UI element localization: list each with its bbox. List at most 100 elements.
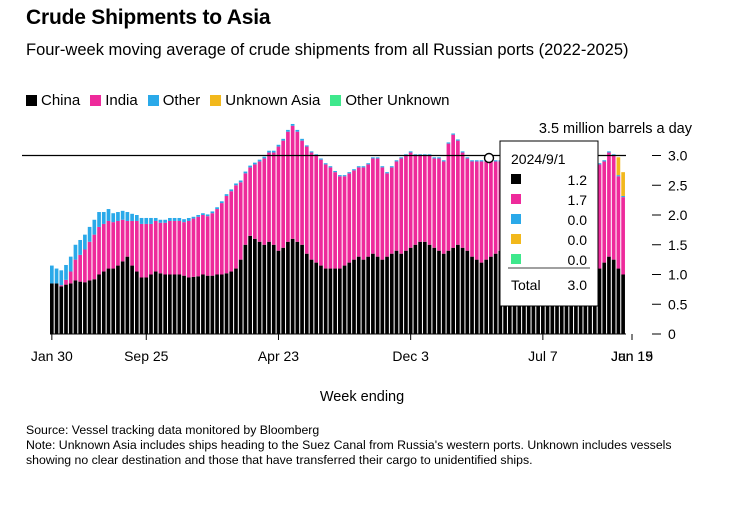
bar-segment-china[interactable]	[437, 250, 441, 334]
bar-segment-china[interactable]	[470, 256, 474, 334]
bar-segment-other[interactable]	[238, 180, 243, 183]
bar-segment-china[interactable]	[356, 256, 361, 334]
bar-segment-other[interactable]	[465, 157, 470, 159]
bar-segment-india[interactable]	[186, 220, 191, 278]
bar-segment-china[interactable]	[253, 238, 257, 334]
bar-segment-china[interactable]	[182, 275, 186, 334]
bar-segment-india[interactable]	[380, 167, 385, 260]
bar-segment-china[interactable]	[144, 277, 149, 334]
bar-segment-india[interactable]	[182, 222, 186, 276]
bar-segment-china[interactable]	[54, 283, 59, 334]
bar-segment-china[interactable]	[422, 241, 427, 334]
bar-segment-china[interactable]	[290, 238, 295, 334]
bar-segment-china[interactable]	[50, 283, 54, 334]
bar-segment-india[interactable]	[276, 146, 281, 251]
bar-segment-india[interactable]	[323, 164, 328, 269]
bar-segment-china[interactable]	[153, 271, 158, 335]
bar-segment-other[interactable]	[432, 157, 437, 159]
bar-segment-india[interactable]	[333, 172, 337, 269]
bar-segment-other[interactable]	[92, 219, 97, 235]
bar-segment-other[interactable]	[385, 172, 389, 174]
bar-segment-other[interactable]	[338, 175, 342, 177]
bar-segment-india[interactable]	[134, 220, 139, 272]
bar-segment-other[interactable]	[371, 157, 375, 159]
bar-segment-china[interactable]	[271, 244, 276, 334]
bar-segment-india[interactable]	[399, 158, 404, 254]
bar-segment-china[interactable]	[361, 259, 366, 335]
bar-segment-india[interactable]	[149, 223, 153, 275]
bar-segment-china[interactable]	[139, 277, 144, 334]
bar-segment-other[interactable]	[139, 217, 144, 224]
bar-segment-india[interactable]	[314, 155, 319, 263]
bar-segment-india[interactable]	[451, 134, 455, 248]
bar-segment-other[interactable]	[300, 138, 304, 141]
bar-segment-china[interactable]	[621, 274, 625, 335]
bar-segment-other[interactable]	[234, 183, 238, 186]
legend-item-other-unknown[interactable]: Other Unknown	[330, 92, 450, 109]
bar-segment-china[interactable]	[352, 259, 356, 335]
bar-segment-other[interactable]	[328, 166, 333, 168]
bar-segment-china[interactable]	[413, 244, 418, 334]
bar-segment-other[interactable]	[201, 213, 205, 215]
bar-segment-india[interactable]	[474, 161, 479, 260]
bar-segment-other[interactable]	[215, 207, 219, 210]
bar-segment-other[interactable]	[408, 151, 413, 153]
bar-segment-other[interactable]	[134, 215, 139, 221]
bar-segment-other[interactable]	[257, 159, 262, 162]
bar-segment-other[interactable]	[163, 219, 167, 223]
bar-segment-china[interactable]	[276, 250, 281, 334]
bar-segment-india[interactable]	[319, 159, 323, 266]
bar-segment-other[interactable]	[144, 217, 149, 224]
bar-segment-india[interactable]	[432, 158, 437, 248]
bar-segment-other[interactable]	[153, 217, 158, 221]
bar-segment-other[interactable]	[83, 234, 87, 250]
bar-segment-india[interactable]	[271, 152, 276, 245]
bar-segment-other[interactable]	[172, 217, 177, 221]
bar-segment-india[interactable]	[158, 222, 163, 274]
bar-segment-other[interactable]	[125, 212, 130, 221]
bar-segment-china[interactable]	[191, 276, 196, 334]
bar-segment-other[interactable]	[437, 157, 441, 159]
bar-segment-china[interactable]	[323, 268, 328, 334]
bar-segment-china[interactable]	[432, 247, 437, 334]
bar-segment-india[interactable]	[394, 161, 399, 251]
bar-segment-china[interactable]	[168, 274, 172, 335]
bar-segment-china[interactable]	[205, 275, 210, 334]
bar-segment-india[interactable]	[422, 155, 427, 242]
bar-segment-china[interactable]	[281, 247, 286, 334]
bar-segment-china[interactable]	[479, 262, 484, 334]
bar-segment-india[interactable]	[611, 155, 616, 260]
bar-segment-india[interactable]	[196, 216, 201, 277]
bar-segment-india[interactable]	[300, 140, 304, 245]
bar-segment-india[interactable]	[342, 176, 347, 266]
bar-segment-india[interactable]	[120, 219, 125, 262]
bar-segment-india[interactable]	[621, 197, 625, 275]
bar-segment-other[interactable]	[361, 166, 366, 168]
bar-segment-other[interactable]	[286, 129, 290, 132]
bar-segment-india[interactable]	[286, 131, 290, 242]
bar-segment-other[interactable]	[276, 144, 281, 147]
bar-segment-india[interactable]	[290, 125, 295, 239]
bar-segment-other[interactable]	[446, 142, 451, 144]
bar-segment-china[interactable]	[238, 259, 243, 335]
bar-segment-china[interactable]	[342, 265, 347, 334]
bar-segment-other[interactable]	[597, 163, 602, 165]
bar-segment-india[interactable]	[465, 158, 470, 251]
bar-segment-unknown-asia[interactable]	[621, 172, 625, 196]
bar-segment-india[interactable]	[168, 220, 172, 275]
bar-segment-other[interactable]	[470, 160, 474, 162]
bar-segment-india[interactable]	[484, 161, 489, 260]
bar-segment-india[interactable]	[281, 140, 286, 248]
bar-segment-india[interactable]	[215, 209, 219, 275]
bar-segment-china[interactable]	[338, 268, 342, 334]
bar-segment-other[interactable]	[479, 160, 484, 162]
bar-segment-other[interactable]	[267, 150, 271, 153]
bar-segment-other[interactable]	[210, 211, 215, 214]
bar-segment-china[interactable]	[602, 262, 607, 334]
bar-segment-india[interactable]	[338, 176, 342, 269]
bar-segment-other[interactable]	[196, 215, 201, 217]
bar-segment-other[interactable]	[243, 171, 248, 174]
bar-segment-india[interactable]	[408, 152, 413, 248]
bar-segment-india[interactable]	[78, 254, 83, 282]
bar-segment-china[interactable]	[97, 274, 101, 335]
